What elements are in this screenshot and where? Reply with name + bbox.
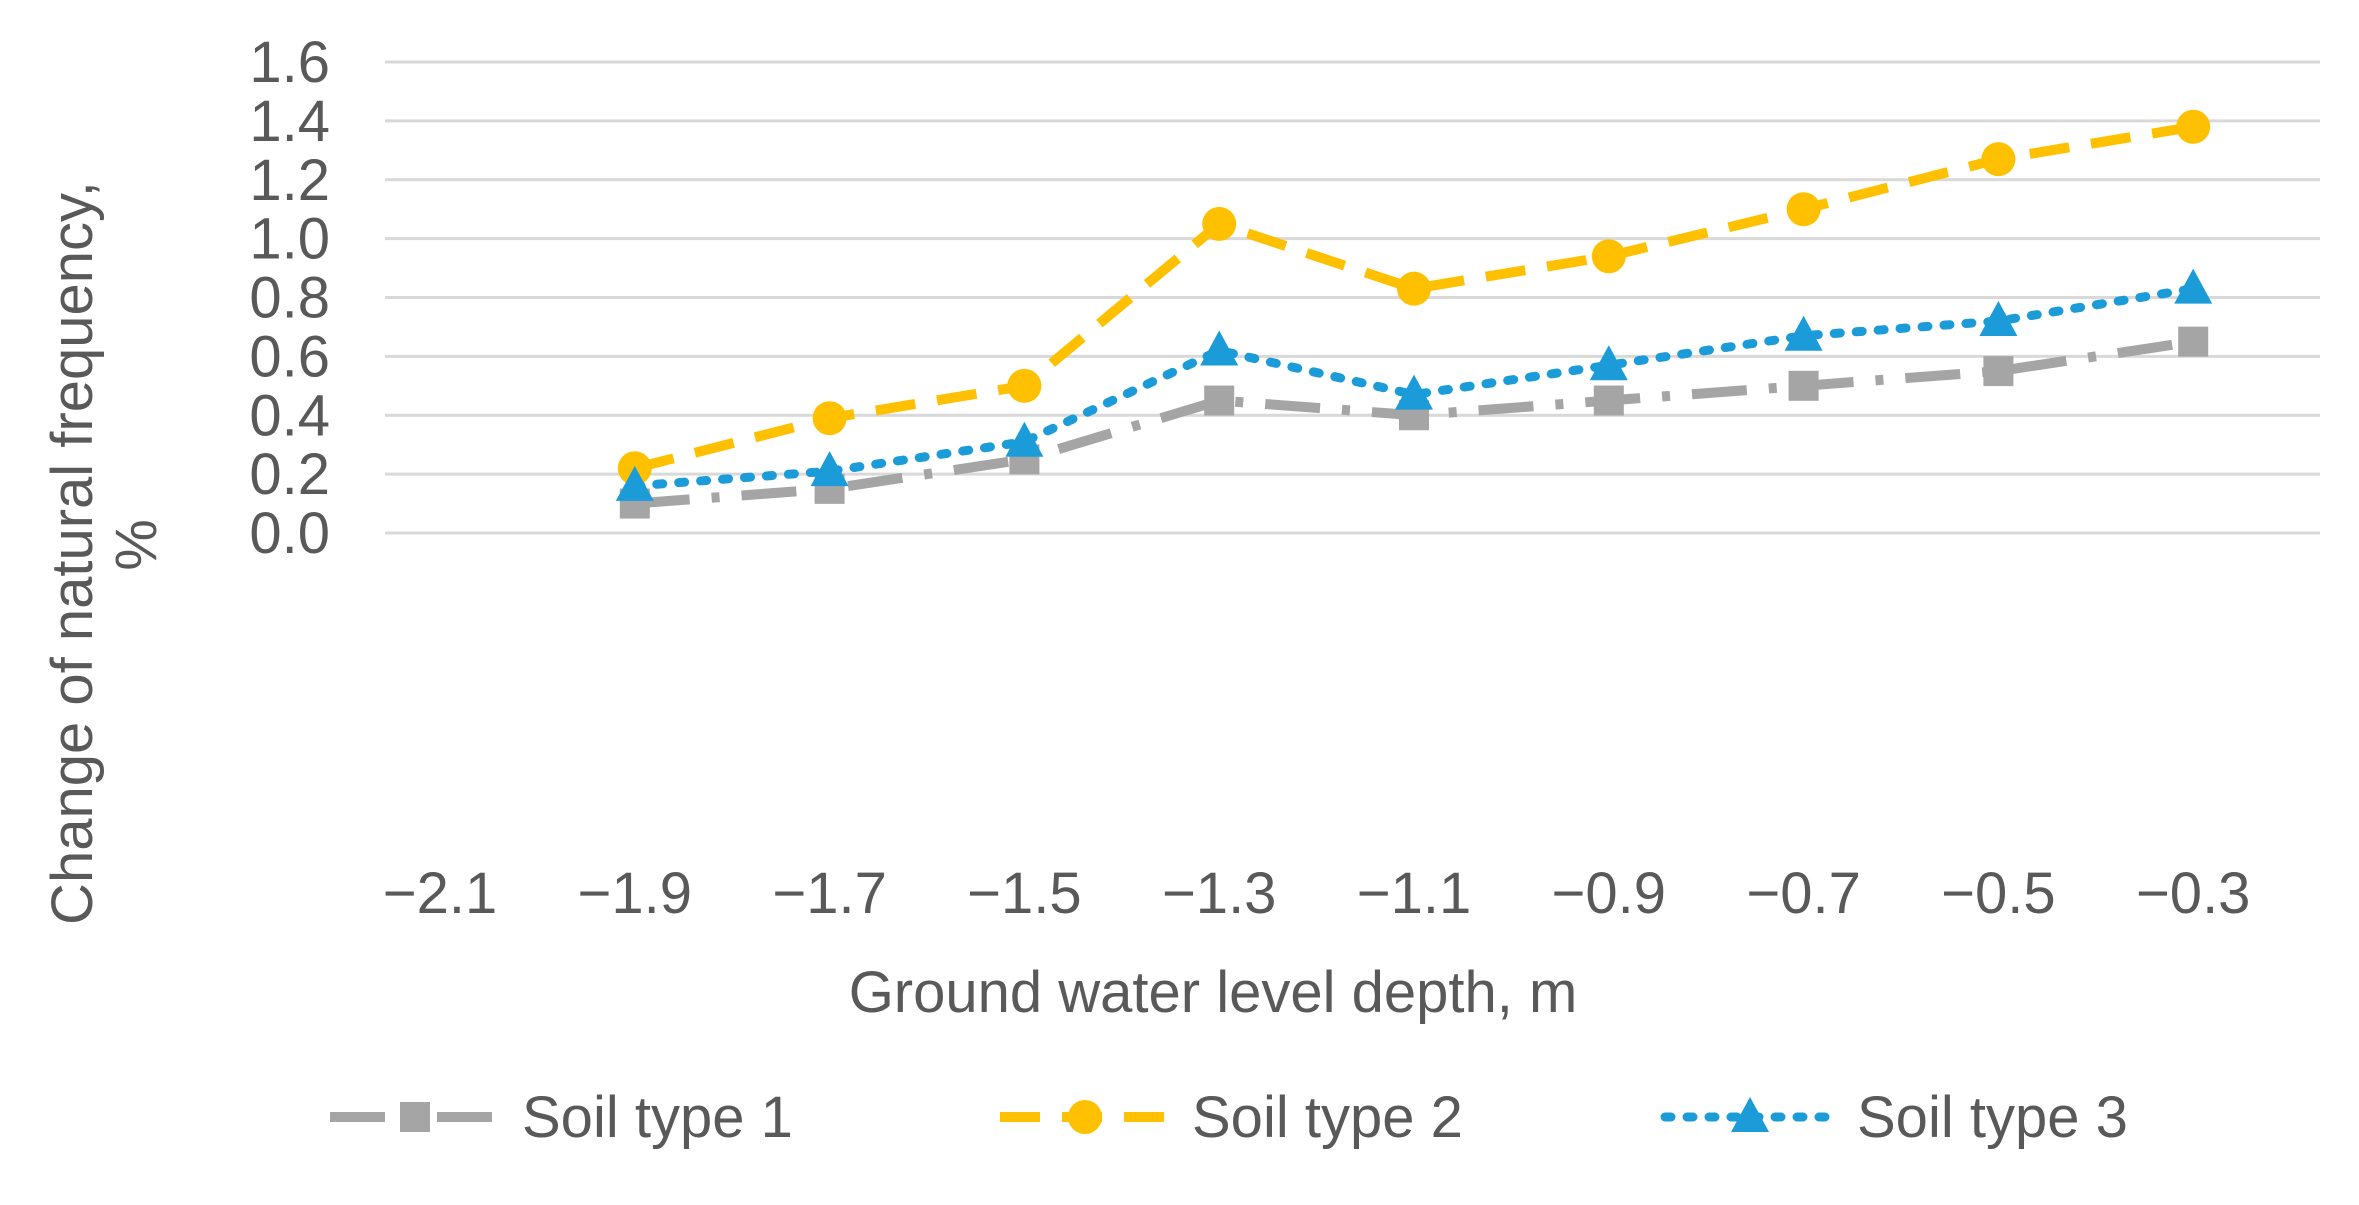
y-tick-label: 0.4	[249, 383, 330, 448]
y-axis-title-line-1: Change of natural frequency,	[40, 181, 105, 925]
y-tick-label: 0.6	[249, 324, 330, 389]
data-point	[1202, 206, 1237, 241]
legend: Soil type 1 Soil type 2 Soil type 3	[330, 1085, 2128, 1150]
legend-item: Soil type 2	[1000, 1085, 1463, 1150]
x-tick-label: −1.7	[772, 861, 887, 926]
y-tick-label: 1.0	[249, 207, 330, 272]
data-point	[1784, 315, 1823, 351]
data-point	[1005, 421, 1044, 457]
x-tick-label: −1.1	[1357, 861, 1472, 926]
legend-item: Soil type 3	[1660, 1085, 2128, 1150]
y-tick-label: 0.2	[249, 442, 330, 507]
gridlines	[385, 60, 2320, 535]
data-point	[1007, 368, 1042, 403]
y-tick-label: 1.6	[249, 30, 330, 95]
data-point	[1786, 192, 1821, 227]
data-point	[1200, 330, 1239, 366]
x-axis-title: Ground water level depth, m	[849, 960, 1578, 1025]
data-point	[1589, 345, 1628, 381]
data-point	[1979, 301, 2018, 337]
data-point	[1591, 239, 1626, 274]
x-tick-label: −0.3	[2136, 861, 2251, 926]
legend-item: Soil type 1	[330, 1085, 793, 1150]
data-point	[615, 465, 654, 501]
x-tick-label: −0.9	[1552, 861, 1667, 926]
y-axis-title-line-2: %	[104, 519, 169, 571]
series-line	[633, 121, 2195, 474]
data-point	[2174, 268, 2213, 304]
legend-label: Soil type 2	[1192, 1085, 1463, 1150]
data-point	[1397, 271, 1431, 306]
series-line	[630, 284, 2198, 491]
data-point	[1395, 374, 1433, 410]
x-tick-label: −0.5	[1941, 861, 2056, 926]
x-tick-label: −1.3	[1162, 861, 1277, 926]
y-tick-label: 0.0	[249, 501, 330, 566]
legend-marker	[1068, 1100, 1102, 1134]
data-point	[1981, 142, 2016, 177]
y-axis-title: Change of natural frequency, %	[40, 165, 169, 925]
data-point	[1788, 370, 1819, 401]
series-3	[615, 268, 2213, 501]
x-tick-label: −0.7	[1746, 861, 1861, 926]
data-point	[2178, 326, 2209, 357]
data-point	[1593, 385, 1624, 416]
legend-label: Soil type 3	[1857, 1085, 2128, 1150]
data-point	[2176, 109, 2211, 144]
data-point	[1204, 385, 1235, 416]
y-tick-label: 0.8	[249, 266, 330, 331]
y-tick-label: 1.2	[249, 148, 330, 213]
series-layer	[615, 109, 2213, 519]
x-tick-label: −2.1	[383, 861, 498, 926]
y-tick-label: 1.4	[249, 89, 330, 154]
legend-label: Soil type 1	[522, 1085, 793, 1150]
data-point	[1983, 356, 2014, 387]
x-tick-label: −1.9	[578, 861, 693, 926]
legend-marker	[400, 1102, 430, 1132]
data-point	[812, 401, 847, 436]
data-point	[810, 451, 849, 487]
x-tick-label: −1.5	[967, 861, 1082, 926]
y-axis-ticks: 0.00.20.40.60.81.01.21.41.6	[249, 30, 330, 566]
legend-marker	[1731, 1097, 1769, 1132]
x-axis-ticks: −2.1 −1.9 −1.7 −1.5 −1.3 −1.1 −0.9 −0.7 −0.5 −0.3	[383, 861, 2251, 926]
